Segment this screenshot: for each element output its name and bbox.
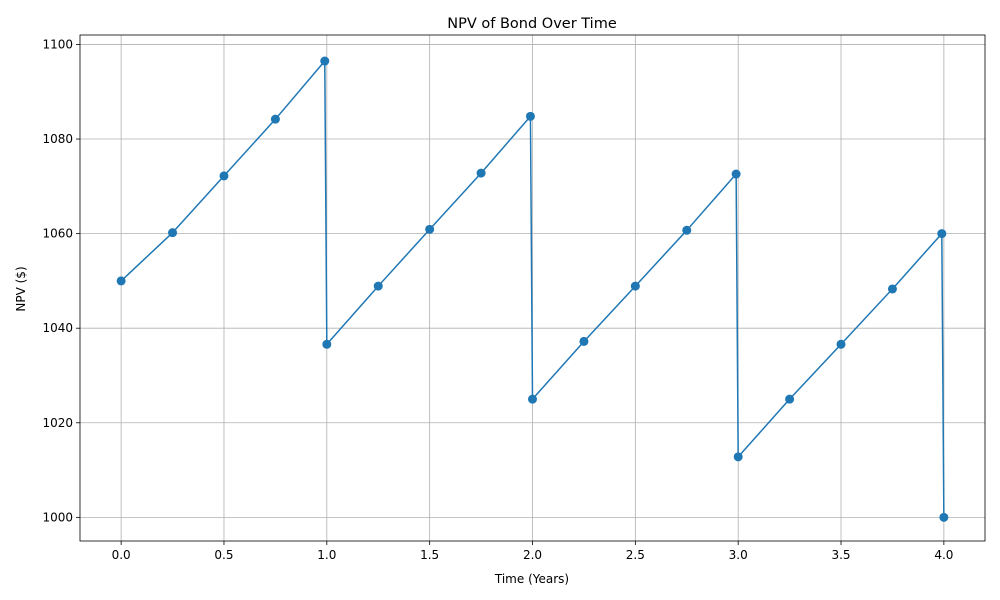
data-point [579, 336, 589, 346]
series-layer [116, 56, 949, 522]
data-point [476, 168, 486, 178]
data-point [682, 225, 692, 235]
data-point [939, 512, 949, 522]
x-tick-label: 0.0 [112, 548, 131, 562]
x-tick-label: 1.5 [420, 548, 439, 562]
x-tick-label: 4.0 [934, 548, 953, 562]
data-point [630, 281, 640, 291]
data-point [937, 229, 947, 239]
y-axis-ticks: 1000 1020 1040 1060 1080 1100 [42, 37, 80, 524]
y-tick-label: 1040 [42, 321, 73, 335]
data-point [887, 284, 897, 294]
y-tick-label: 1060 [42, 227, 73, 241]
x-axis-label: Time (Years) [494, 572, 569, 586]
data-point [733, 452, 743, 462]
chart-title: NPV of Bond Over Time [447, 16, 617, 32]
data-point [320, 56, 330, 66]
x-tick-label: 3.5 [831, 548, 850, 562]
data-point [322, 339, 332, 349]
data-point [270, 114, 280, 124]
data-point [373, 281, 383, 291]
x-axis-ticks: 0.0 0.5 1.0 1.5 2.0 2.5 3.0 3.5 4.0 [112, 541, 953, 562]
data-point [731, 169, 741, 179]
data-point [425, 224, 435, 234]
y-tick-label: 1020 [42, 416, 73, 430]
y-tick-label: 1100 [42, 37, 73, 51]
y-axis-label: NPV ($) [14, 266, 28, 311]
data-point [528, 394, 537, 404]
x-tick-label: 1.0 [317, 548, 336, 562]
x-tick-label: 3.0 [729, 548, 748, 562]
data-point [219, 171, 229, 181]
data-point [116, 276, 126, 286]
y-tick-label: 1080 [42, 132, 73, 146]
y-tick-label: 1000 [42, 510, 73, 524]
x-tick-label: 2.5 [626, 548, 645, 562]
data-point [168, 228, 178, 238]
x-tick-label: 2.0 [523, 548, 542, 562]
data-point [785, 394, 795, 404]
data-point [836, 339, 846, 349]
x-tick-label: 0.5 [214, 548, 233, 562]
data-point [525, 111, 535, 121]
